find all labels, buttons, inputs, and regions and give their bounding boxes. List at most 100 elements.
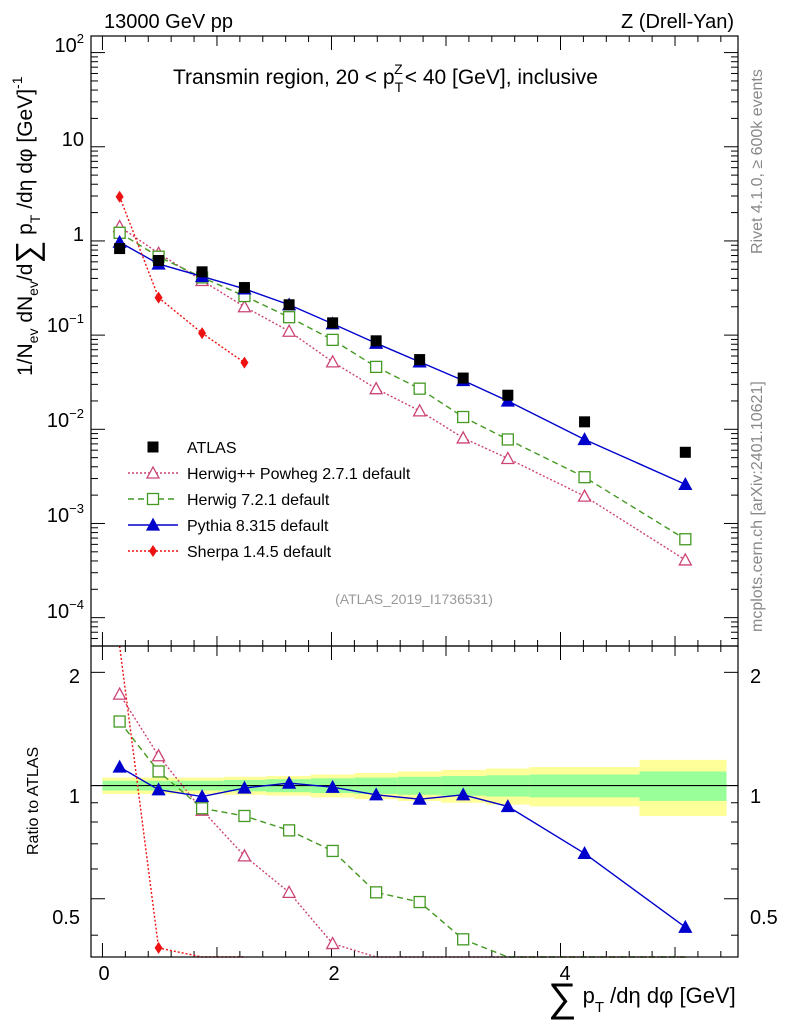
herwig-powheg-2-7-1-default-point: [577, 488, 592, 502]
legend-marker-herwig-powheg-2-7-1-default: [145, 465, 161, 479]
title-part-a: Transmin region, 20 < p: [173, 66, 395, 89]
y-tick-label-1e-2: 10−2: [47, 406, 84, 432]
herwig-7-2-1-default-point: [501, 433, 514, 446]
legend-marker-atlas: [147, 441, 159, 453]
pythia-8-315-default-line: [119, 241, 686, 486]
herwig-powheg-2-7-1-default-point: [456, 430, 471, 444]
pythia-8-315-default-ratio-point: [194, 789, 210, 803]
pythia-8-315-default-ratio-point: [412, 791, 427, 805]
main-series-layer: [112, 190, 693, 566]
legend-label-herwig-7-2-1-default: Herwig 7.2.1 default: [187, 492, 330, 509]
sherpa-1-4-5-default-point: [154, 291, 163, 304]
legend-label-sherpa-1-4-5-default: Sherpa 1.4.5 default: [187, 544, 332, 561]
ratio-band-inner: [639, 771, 727, 801]
atlas-point: [579, 416, 591, 428]
rivet-version-label: Rivet 4.1.0, ≥ 600k events: [749, 69, 766, 254]
atlas-point: [414, 354, 426, 366]
y-tick-label-1e2: 102: [55, 31, 84, 57]
y-tick-label-1: 1: [73, 224, 84, 246]
pythia-8-315-default-ratio-point: [282, 775, 297, 789]
herwig-powheg-2-7-1-default-line: [119, 226, 686, 561]
sherpa-1-4-5-default-line: [118, 196, 245, 364]
y-tick-label-10: 10: [62, 129, 84, 151]
herwig-7-2-1-default-point: [679, 533, 692, 546]
sherpa-1-4-5-default-ratio-line: [118, 645, 245, 958]
ratio-right-tick-1: 1: [750, 786, 761, 808]
legend-label-herwig-powheg-2-7-1-default: Herwig++ Powheg 2.7.1 default: [187, 466, 411, 483]
ratio-panel: 2 1 0.5 2 1 0.5 Ratio to ATLAS 0 2 4 ∑ p…: [25, 645, 778, 1020]
legend: ATLAS Herwig++ Powheg 2.7.1 default Herwig…: [128, 440, 411, 561]
pythia-8-315-default-ratio-point: [151, 782, 166, 796]
herwig-7-2-1-default-ratio-point: [195, 802, 209, 815]
pythia-8-315-default-ratio-point: [237, 780, 252, 794]
herwig-7-2-1-default-point: [578, 471, 591, 484]
atlas-point: [238, 282, 250, 294]
title-sup: Z: [394, 61, 403, 77]
atlas-point: [502, 389, 514, 401]
y-tick-label-1e-3: 10−3: [47, 501, 84, 527]
y-tick-label-1e-1: 10−1: [47, 311, 84, 337]
sherpa-1-4-5-default-point: [198, 327, 207, 340]
herwig-powheg-2-7-1-default-ratio-point: [282, 884, 297, 898]
legend-marker-herwig-7-2-1-default: [146, 492, 160, 506]
mcplots-label: mcplots.cern.ch [arXiv:2401.10621]: [749, 381, 766, 632]
herwig-powheg-2-7-1-default-ratio-point: [237, 848, 252, 862]
legend-label-pythia-8-315-default: Pythia 8.315 default: [187, 518, 329, 535]
atlas-point: [283, 299, 295, 311]
herwig-powheg-2-7-1-default-point: [500, 451, 515, 465]
herwig-powheg-2-7-1-default-point: [412, 403, 427, 417]
atlas-point: [196, 266, 208, 278]
main-tick-marks: [91, 36, 738, 647]
sherpa-1-4-5-default-point: [240, 356, 249, 369]
atlas-point: [327, 317, 339, 329]
pythia-8-315-default-point: [678, 477, 693, 491]
ratio-right-tick-2: 2: [750, 666, 761, 688]
herwig-7-2-1-default-point: [457, 410, 470, 424]
herwig-7-2-1-default-ratio-point: [326, 844, 339, 858]
herwig-7-2-1-default-point: [282, 311, 296, 324]
ratio-frame: [90, 645, 739, 958]
analysis-id-label: (ATLAS_2019_I1736531): [335, 591, 493, 607]
herwig-powheg-2-7-1-default-ratio-point: [325, 936, 340, 950]
ratio-left-tick-2: 2: [69, 666, 80, 688]
herwig-powheg-2-7-1-default-ratio-point: [151, 748, 166, 762]
pythia-8-315-default-ratio-point: [678, 919, 693, 933]
herwig-powheg-2-7-1-default-ratio-line: [119, 693, 686, 958]
herwig-7-2-1-default-point: [369, 360, 383, 374]
main-y-axis-label: 1/Nev dNev/d∑ pT /dη dφ [GeV]-1: [9, 76, 45, 376]
x-tick-labels: 0 2 4: [98, 963, 570, 985]
atlas-point: [114, 243, 126, 255]
atlas-point: [370, 335, 382, 347]
legend-label-atlas: ATLAS: [187, 440, 237, 457]
herwig-7-2-1-default-ratio-point: [457, 933, 470, 946]
pythia-8-315-default-ratio-line: [119, 766, 686, 928]
pythia-8-315-default-ratio-point: [112, 759, 127, 773]
pythia-8-315-default-point: [577, 432, 592, 446]
ratio-y-tick-labels: 2 1 0.5 2 1 0.5: [52, 666, 778, 929]
ratio-left-tick-1: 1: [69, 786, 80, 808]
herwig-7-2-1-default-point: [326, 333, 339, 347]
pythia-8-315-default-ratio-point: [577, 846, 592, 860]
atlas-point: [679, 446, 691, 458]
legend-marker-pythia-8-315-default: [145, 517, 161, 531]
atlas-point: [153, 254, 165, 266]
herwig-7-2-1-default-point: [413, 382, 426, 395]
ratio-tick-marks: [91, 646, 738, 957]
herwig-7-2-1-default-ratio-point: [369, 886, 383, 899]
header-right-label: Z (Drell-Yan): [621, 11, 734, 33]
main-panel: Transmin region, 20 < pTZ< 40 [GeV], inc…: [9, 31, 739, 647]
sherpa-1-4-5-default-ratio-point: [154, 941, 163, 954]
pythia-8-315-default-ratio-point: [456, 787, 471, 801]
title-sub: T: [395, 79, 404, 95]
ratio-uncertainty-band: [91, 759, 738, 816]
herwig-powheg-2-7-1-default-ratio-point: [112, 686, 127, 700]
x-axis-label: ∑ pT /dη dφ [GeV]: [548, 976, 736, 1020]
sherpa-1-4-5-default-point: [115, 190, 124, 203]
herwig-powheg-2-7-1-default-point: [325, 354, 340, 368]
herwig-7-2-1-default-ratio-point: [238, 809, 251, 823]
pythia-8-315-default-ratio-point: [500, 799, 515, 813]
title-part-b: < 40 [GeV], inclusive: [405, 66, 598, 89]
herwig-powheg-2-7-1-default-point: [237, 299, 252, 313]
pythia-8-315-default-ratio-point: [369, 787, 384, 801]
